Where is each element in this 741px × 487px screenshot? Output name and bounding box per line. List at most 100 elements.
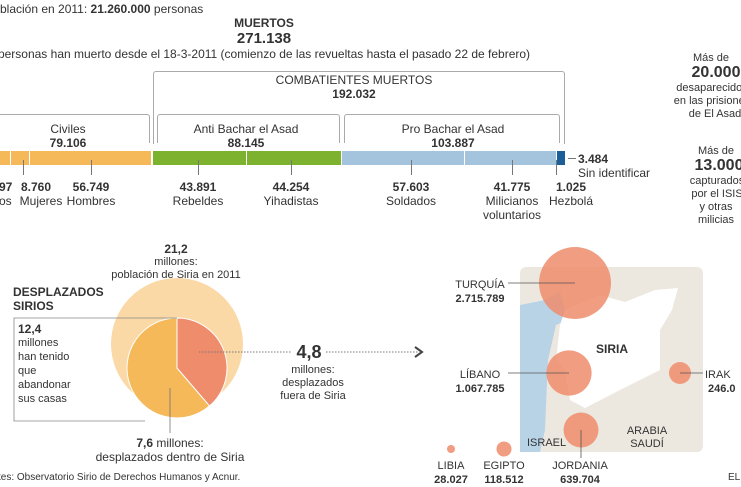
country-name: LÍBANO xyxy=(459,369,501,381)
group-value: 88.145 xyxy=(227,136,265,150)
group-value: 103.887 xyxy=(431,136,475,150)
item-label: Milicianos voluntarios xyxy=(482,194,542,222)
item-value: 8.760 xyxy=(20,180,52,194)
civiles-bracket xyxy=(0,114,150,143)
desaparecidos-line: desaparecidos xyxy=(676,82,741,94)
population-line: blación en 2011: 21.260.000 personas xyxy=(0,2,204,16)
item-value: 43.891 xyxy=(179,180,217,194)
muertos-total: 271.138 xyxy=(236,30,292,47)
bar-soldados xyxy=(342,151,464,165)
item-label: os xyxy=(0,194,12,208)
bubble-libia xyxy=(447,445,455,453)
group-label: Civiles xyxy=(50,122,86,136)
item-label: Yihadistas xyxy=(263,194,319,208)
desaparecidos-line: en las prisiones xyxy=(673,95,741,107)
bar-sin-identificar xyxy=(557,151,565,165)
item-value: 57.603 xyxy=(392,180,430,194)
bar-ninos xyxy=(0,151,10,165)
bubble-egipto xyxy=(496,441,512,457)
item-label: Soldados xyxy=(385,194,437,208)
bar-hezbola xyxy=(554,151,556,165)
desplazados-title: DESPLAZADOS xyxy=(13,285,104,299)
inside-label: desplazados dentro de Siria xyxy=(95,450,245,464)
tick xyxy=(23,160,24,175)
bar-mujeres xyxy=(11,151,29,165)
item-label: Hezbolá xyxy=(548,194,594,208)
total-line: millones xyxy=(18,337,59,349)
muertos-subtitle: personas han muerto desde el 18-3-2011 (… xyxy=(0,47,531,61)
capturados-line: milicias xyxy=(697,214,735,226)
sin-identificar-label: Sin identificar xyxy=(578,166,651,180)
bar-rebeldes xyxy=(153,151,246,165)
inside-label: 7,6 millones: xyxy=(136,436,204,450)
desaparecidos-pre: Más de xyxy=(692,52,730,64)
group-label: Anti Bachar el Asad xyxy=(193,122,299,136)
desaparecidos-value: 20.000 xyxy=(691,64,741,81)
capturados-line: capturados xyxy=(689,175,741,187)
map-label-arabia: SAUDÍ xyxy=(630,438,664,450)
country-value: 1.067.785 xyxy=(455,383,505,395)
map-label-israel: ISRAEL xyxy=(527,437,567,449)
bar-milicianos xyxy=(465,151,554,165)
country-name: LIBIA xyxy=(437,460,465,472)
tick xyxy=(512,160,513,175)
outside-line: desplazados xyxy=(282,377,344,389)
desaparecidos-line: de El Asad xyxy=(688,108,741,120)
country-value: 246.0 xyxy=(708,383,736,395)
country-value: 28.027 xyxy=(434,474,468,486)
item-label: Hombres xyxy=(66,194,116,208)
anti-bracket xyxy=(157,114,340,143)
bar-hombres xyxy=(30,151,151,165)
total-line: han tenido xyxy=(18,351,70,363)
total-value: 12,4 xyxy=(18,322,42,336)
combatientes-title: COMBATIENTES MUERTOS xyxy=(275,73,433,87)
country-name: TURQUÍA xyxy=(455,279,505,291)
item-label: Rebeldes xyxy=(172,194,224,208)
population-value: 21,2 xyxy=(164,242,188,256)
tick xyxy=(198,160,199,175)
sin-identificar-value: 3.484 xyxy=(578,152,609,166)
tick xyxy=(556,160,557,175)
item-value: 1.025 xyxy=(555,180,587,194)
bracket-line xyxy=(13,317,177,422)
group-value: 79.106 xyxy=(49,136,87,150)
capturados-value: 13.000 xyxy=(694,157,741,174)
item-value: 41.775 xyxy=(493,180,531,194)
item-value: 44.254 xyxy=(272,180,310,194)
sea xyxy=(520,292,568,452)
map-label-arabia: ARABIA xyxy=(626,425,668,437)
pie-slice-outside xyxy=(176,317,228,407)
total-line: que xyxy=(18,365,37,377)
outside-line: millones: xyxy=(291,364,335,376)
pie-slice-inside xyxy=(126,317,211,419)
arrow-icon xyxy=(414,346,424,358)
bar-yihadistas xyxy=(247,151,341,165)
capturados-line: por el ISIS xyxy=(691,188,741,200)
item-value: 56.749 xyxy=(72,180,110,194)
item-value: 97 xyxy=(0,180,13,194)
country-value: 118.512 xyxy=(484,474,524,486)
lower-graphics xyxy=(13,247,703,458)
muertos-title: MUERTOS xyxy=(234,16,294,30)
item-label: Mujeres xyxy=(19,194,63,208)
tick xyxy=(411,160,412,175)
combatientes-total: 192.032 xyxy=(332,87,376,101)
tick xyxy=(291,160,292,175)
capturados-pre: Más de xyxy=(697,145,735,157)
total-line: sus casas xyxy=(18,393,67,405)
source: tes: Observatorio Sirio de Derechos Huma… xyxy=(0,472,241,483)
pro-bracket xyxy=(344,114,560,143)
country-name: JORDANIA xyxy=(552,460,608,472)
tick xyxy=(91,160,92,175)
total-line: abandonar xyxy=(18,379,71,391)
capturados-line: y otras xyxy=(699,201,733,213)
group-label: Pro Bachar el Asad xyxy=(401,122,505,136)
country-value: 2.715.789 xyxy=(455,293,505,305)
country-name: IRAK xyxy=(705,369,731,381)
outside-line: fuera de Siria xyxy=(280,390,346,402)
combatientes-bracket xyxy=(153,71,565,144)
population-label: millones: xyxy=(154,256,198,268)
country-value: 639.704 xyxy=(560,474,600,486)
brand: EL xyxy=(728,472,741,483)
population-label: población de Siria en 2011 xyxy=(111,269,241,281)
